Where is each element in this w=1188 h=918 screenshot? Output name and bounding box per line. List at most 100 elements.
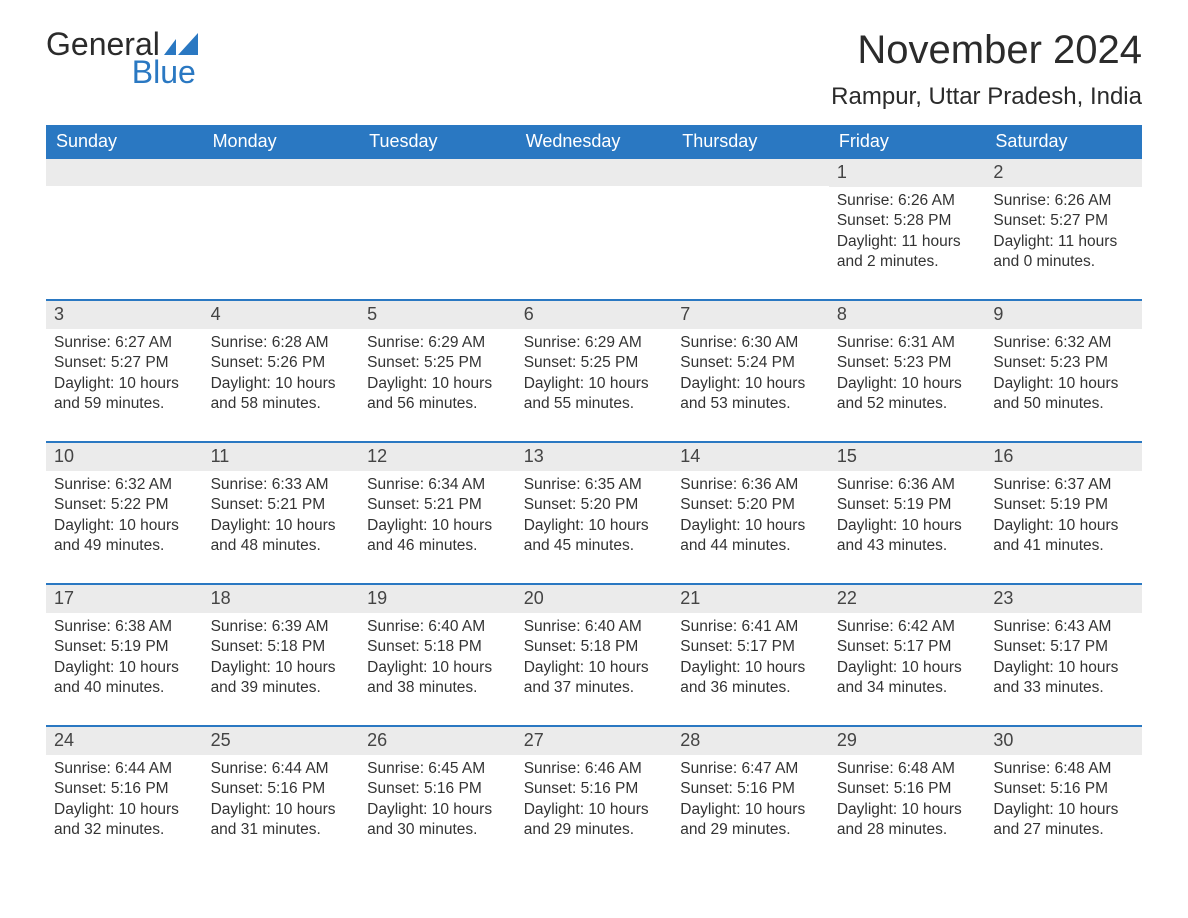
daylight: Daylight: 11 hours and 0 minutes. <box>993 232 1134 273</box>
day-body: Sunrise: 6:48 AMSunset: 5:16 PMDaylight:… <box>829 755 986 847</box>
day-number: 25 <box>203 727 360 755</box>
day-number: 21 <box>672 585 829 613</box>
day-body: Sunrise: 6:47 AMSunset: 5:16 PMDaylight:… <box>672 755 829 847</box>
day-cell-empty <box>46 159 203 281</box>
daylight: Daylight: 10 hours and 59 minutes. <box>54 374 195 415</box>
location: Rampur, Uttar Pradesh, India <box>831 83 1142 111</box>
day-number: 7 <box>672 301 829 329</box>
day-body: Sunrise: 6:36 AMSunset: 5:19 PMDaylight:… <box>829 471 986 563</box>
sunset: Sunset: 5:18 PM <box>524 637 665 657</box>
daylight: Daylight: 10 hours and 46 minutes. <box>367 516 508 557</box>
sunrise: Sunrise: 6:29 AM <box>367 333 508 353</box>
day-number: 28 <box>672 727 829 755</box>
sunset: Sunset: 5:16 PM <box>680 779 821 799</box>
calendar: SundayMondayTuesdayWednesdayThursdayFrid… <box>46 125 1142 849</box>
daylight: Daylight: 10 hours and 50 minutes. <box>993 374 1134 415</box>
sunset: Sunset: 5:16 PM <box>837 779 978 799</box>
dow-monday: Monday <box>203 125 360 159</box>
sunrise: Sunrise: 6:27 AM <box>54 333 195 353</box>
day-number: 5 <box>359 301 516 329</box>
day-body: Sunrise: 6:26 AMSunset: 5:28 PMDaylight:… <box>829 187 986 279</box>
sunrise: Sunrise: 6:29 AM <box>524 333 665 353</box>
sunrise: Sunrise: 6:41 AM <box>680 617 821 637</box>
dow-sunday: Sunday <box>46 125 203 159</box>
day-cell: 15Sunrise: 6:36 AMSunset: 5:19 PMDayligh… <box>829 443 986 565</box>
daylight: Daylight: 10 hours and 33 minutes. <box>993 658 1134 699</box>
day-number <box>203 159 360 186</box>
day-cell: 2 Sunrise: 6:26 AMSunset: 5:27 PMDaylight… <box>985 159 1142 281</box>
daylight: Daylight: 10 hours and 31 minutes. <box>211 800 352 841</box>
sunrise: Sunrise: 6:36 AM <box>837 475 978 495</box>
day-number <box>516 159 673 186</box>
sunset: Sunset: 5:22 PM <box>54 495 195 515</box>
dow-tuesday: Tuesday <box>359 125 516 159</box>
day-number: 2 <box>985 159 1142 187</box>
daylight: Daylight: 10 hours and 56 minutes. <box>367 374 508 415</box>
day-body: Sunrise: 6:32 AMSunset: 5:23 PMDaylight:… <box>985 329 1142 421</box>
logo-text: General Blue <box>46 28 198 88</box>
sunset: Sunset: 5:19 PM <box>54 637 195 657</box>
day-cell: 3Sunrise: 6:27 AMSunset: 5:27 PMDaylight… <box>46 301 203 423</box>
sunrise: Sunrise: 6:34 AM <box>367 475 508 495</box>
sunset: Sunset: 5:17 PM <box>993 637 1134 657</box>
day-number <box>672 159 829 186</box>
week-row: 1Sunrise: 6:26 AMSunset: 5:28 PMDaylight… <box>46 159 1142 281</box>
sunrise: Sunrise: 6:26 AM <box>993 191 1134 211</box>
week-row: 24Sunrise: 6:44 AMSunset: 5:16 PMDayligh… <box>46 725 1142 849</box>
sunrise: Sunrise: 6:35 AM <box>524 475 665 495</box>
day-cell: 8Sunrise: 6:31 AMSunset: 5:23 PMDaylight… <box>829 301 986 423</box>
day-cell: 29Sunrise: 6:48 AMSunset: 5:16 PMDayligh… <box>829 727 986 849</box>
day-body: Sunrise: 6:46 AMSunset: 5:16 PMDaylight:… <box>516 755 673 847</box>
day-number: 9 <box>985 301 1142 329</box>
day-cell: 1Sunrise: 6:26 AMSunset: 5:28 PMDaylight… <box>829 159 986 281</box>
sunrise: Sunrise: 6:43 AM <box>993 617 1134 637</box>
day-body: Sunrise: 6:40 AMSunset: 5:18 PMDaylight:… <box>516 613 673 705</box>
day-cell: 24Sunrise: 6:44 AMSunset: 5:16 PMDayligh… <box>46 727 203 849</box>
day-cell: 21Sunrise: 6:41 AMSunset: 5:17 PMDayligh… <box>672 585 829 707</box>
sunset: Sunset: 5:18 PM <box>367 637 508 657</box>
sunset: Sunset: 5:23 PM <box>837 353 978 373</box>
daylight: Daylight: 10 hours and 29 minutes. <box>524 800 665 841</box>
day-body: Sunrise: 6:48 AMSunset: 5:16 PMDaylight:… <box>985 755 1142 847</box>
daylight: Daylight: 10 hours and 52 minutes. <box>837 374 978 415</box>
sunrise: Sunrise: 6:40 AM <box>367 617 508 637</box>
sunset: Sunset: 5:23 PM <box>993 353 1134 373</box>
day-cell: 22Sunrise: 6:42 AMSunset: 5:17 PMDayligh… <box>829 585 986 707</box>
daylight: Daylight: 10 hours and 43 minutes. <box>837 516 978 557</box>
sunrise: Sunrise: 6:45 AM <box>367 759 508 779</box>
daylight: Daylight: 10 hours and 45 minutes. <box>524 516 665 557</box>
day-number <box>46 159 203 186</box>
day-number: 18 <box>203 585 360 613</box>
daylight: Daylight: 10 hours and 28 minutes. <box>837 800 978 841</box>
sunrise: Sunrise: 6:38 AM <box>54 617 195 637</box>
day-body: Sunrise: 6:31 AMSunset: 5:23 PMDaylight:… <box>829 329 986 421</box>
sunrise: Sunrise: 6:30 AM <box>680 333 821 353</box>
sunrise: Sunrise: 6:47 AM <box>680 759 821 779</box>
sunset: Sunset: 5:24 PM <box>680 353 821 373</box>
day-cell: 7 Sunrise: 6:30 AMSunset: 5:24 PMDaylight… <box>672 301 829 423</box>
day-body: Sunrise: 6:41 AMSunset: 5:17 PMDaylight:… <box>672 613 829 705</box>
day-number: 20 <box>516 585 673 613</box>
day-cell: 11Sunrise: 6:33 AMSunset: 5:21 PMDayligh… <box>203 443 360 565</box>
daylight: Daylight: 10 hours and 53 minutes. <box>680 374 821 415</box>
day-number: 23 <box>985 585 1142 613</box>
day-body: Sunrise: 6:28 AMSunset: 5:26 PMDaylight:… <box>203 329 360 421</box>
dow-wednesday: Wednesday <box>516 125 673 159</box>
day-number: 29 <box>829 727 986 755</box>
sunrise: Sunrise: 6:32 AM <box>993 333 1134 353</box>
day-body: Sunrise: 6:29 AMSunset: 5:25 PMDaylight:… <box>359 329 516 421</box>
daylight: Daylight: 10 hours and 37 minutes. <box>524 658 665 699</box>
day-body: Sunrise: 6:32 AMSunset: 5:22 PMDaylight:… <box>46 471 203 563</box>
day-number: 8 <box>829 301 986 329</box>
daylight: Daylight: 10 hours and 58 minutes. <box>211 374 352 415</box>
sunrise: Sunrise: 6:28 AM <box>211 333 352 353</box>
day-body: Sunrise: 6:33 AMSunset: 5:21 PMDaylight:… <box>203 471 360 563</box>
day-cell: 28Sunrise: 6:47 AMSunset: 5:16 PMDayligh… <box>672 727 829 849</box>
day-body: Sunrise: 6:42 AMSunset: 5:17 PMDaylight:… <box>829 613 986 705</box>
day-number: 3 <box>46 301 203 329</box>
day-cell: 30Sunrise: 6:48 AMSunset: 5:16 PMDayligh… <box>985 727 1142 849</box>
sunset: Sunset: 5:21 PM <box>367 495 508 515</box>
day-body: Sunrise: 6:43 AMSunset: 5:17 PMDaylight:… <box>985 613 1142 705</box>
day-number: 19 <box>359 585 516 613</box>
sunset: Sunset: 5:27 PM <box>993 211 1134 231</box>
